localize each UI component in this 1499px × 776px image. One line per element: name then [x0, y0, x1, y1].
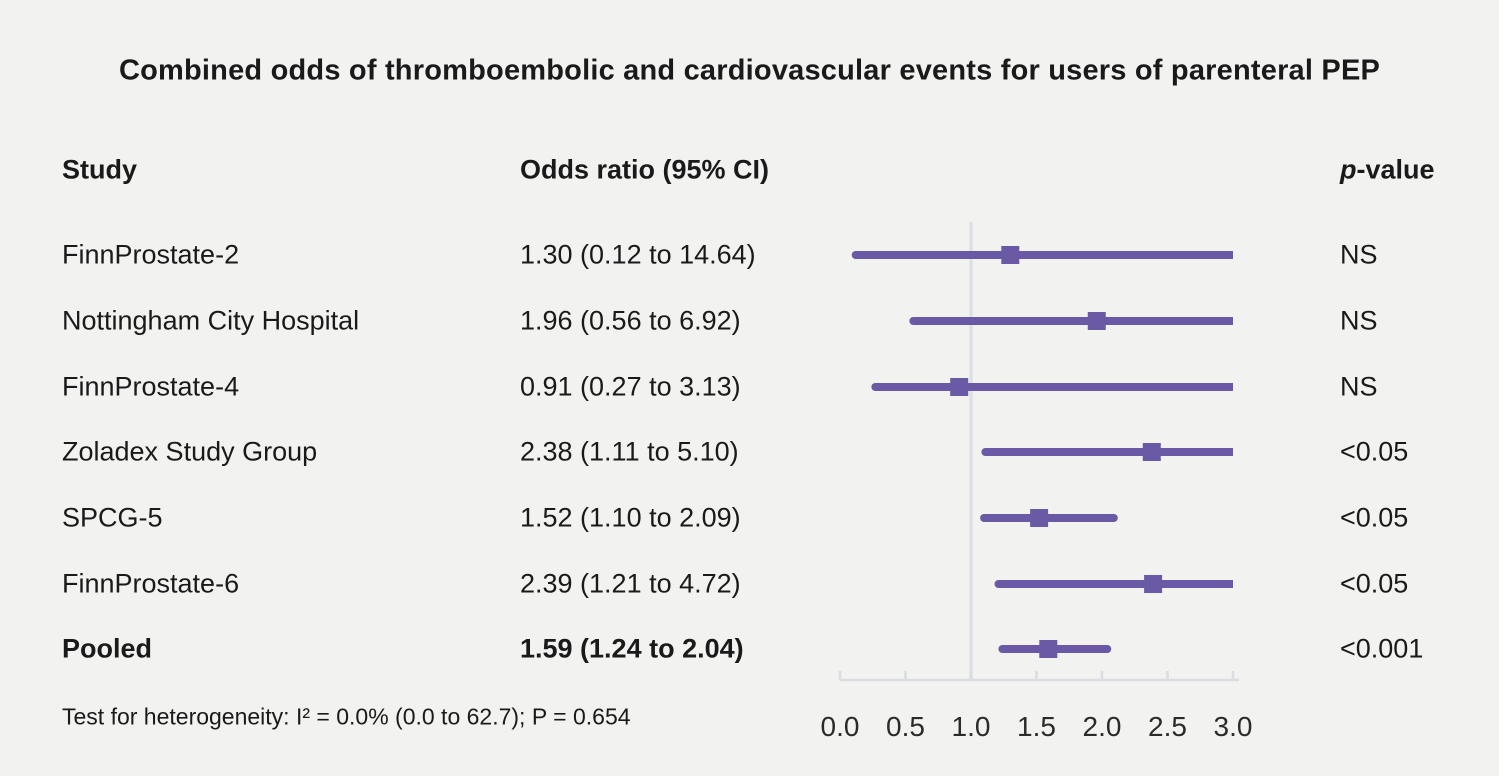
odds-ratio-ci-label: 1.59 (1.24 to 2.04)	[520, 633, 744, 664]
ci-left-cap	[980, 514, 989, 522]
x-axis-tick-label: 2.0	[1083, 711, 1122, 742]
p-value-label: NS	[1340, 371, 1378, 402]
odds-ratio-ci-label: 2.38 (1.11 to 5.10)	[520, 436, 739, 467]
column-header-study: Study	[62, 154, 138, 185]
p-value-label: <0.05	[1340, 502, 1409, 533]
odds-ratio-marker	[1030, 509, 1049, 527]
x-axis-tick-label: 3.0	[1214, 711, 1253, 742]
study-label: FinnProstate-6	[62, 568, 240, 599]
chart-title: Combined odds of thromboembolic and card…	[118, 54, 1381, 87]
odds-ratio-marker	[1144, 575, 1163, 593]
study-label: SPCG-5	[62, 502, 163, 533]
column-header-p-value: p-value	[1340, 155, 1435, 186]
p-value-header-italic-p: p	[1340, 154, 1357, 185]
odds-ratio-ci-label: 2.39 (1.21 to 4.72)	[520, 568, 741, 599]
odds-ratio-ci-label: 1.96 (0.56 to 6.92)	[520, 305, 741, 336]
p-value-label: <0.001	[1340, 633, 1424, 664]
x-axis-tick-label: 1.0	[952, 711, 991, 742]
p-value-label: <0.05	[1340, 436, 1409, 467]
column-header-odds-ratio: Odds ratio (95% CI)	[520, 154, 770, 185]
odds-ratio-marker	[1039, 640, 1058, 658]
odds-ratio-marker	[1001, 246, 1020, 264]
study-label: Zoladex Study Group	[62, 436, 318, 467]
p-value-label: <0.05	[1340, 568, 1409, 599]
ci-right-cap	[1109, 514, 1118, 522]
x-axis-tick-label: 0.5	[886, 711, 925, 742]
study-label: Nottingham City Hospital	[62, 305, 360, 336]
study-label: Pooled	[62, 633, 153, 664]
heterogeneity-note: Test for heterogeneity: I² = 0.0% (0.0 t…	[62, 703, 631, 730]
p-value-header-rest: -value	[1356, 154, 1435, 185]
odds-ratio-marker	[1087, 312, 1106, 330]
odds-ratio-marker	[950, 378, 969, 396]
x-axis-tick-label: 2.5	[1148, 711, 1187, 742]
odds-ratio-ci-label: 1.52 (1.10 to 2.09)	[520, 502, 741, 533]
ci-left-cap	[851, 251, 860, 259]
x-axis-tick-label: 1.5	[1017, 711, 1056, 742]
p-value-label: NS	[1340, 305, 1378, 336]
odds-ratio-ci-label: 0.91 (0.27 to 3.13)	[520, 371, 741, 402]
x-axis-tick-label: 0.0	[821, 711, 860, 742]
p-value-label: NS	[1340, 239, 1378, 270]
ci-left-cap	[981, 448, 990, 456]
ci-left-cap	[871, 383, 880, 391]
ci-left-cap	[994, 580, 1003, 588]
odds-ratio-ci-label: 1.30 (0.12 to 14.64)	[520, 239, 756, 270]
study-label: FinnProstate-2	[62, 239, 240, 270]
ci-right-cap	[1103, 645, 1112, 653]
ci-left-cap	[998, 645, 1007, 653]
ci-left-cap	[909, 317, 918, 325]
odds-ratio-marker	[1142, 443, 1161, 461]
study-label: FinnProstate-4	[62, 371, 240, 402]
